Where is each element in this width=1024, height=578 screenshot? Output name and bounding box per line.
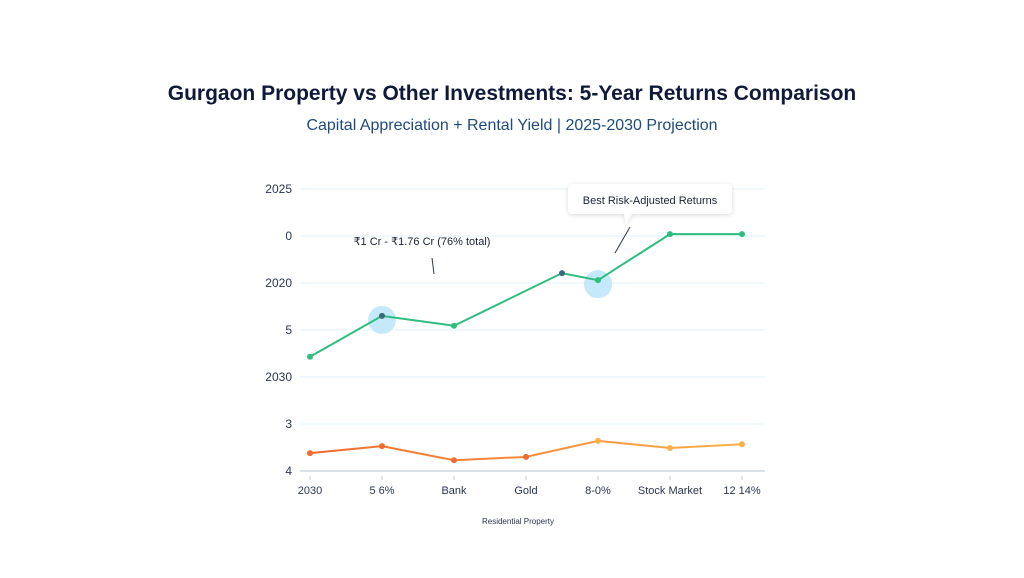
y-tick-label: 2020 <box>265 276 292 290</box>
series-line <box>309 233 742 358</box>
x-tick-label: 12 14% <box>723 485 761 497</box>
data-point <box>307 353 313 360</box>
data-point <box>667 231 673 238</box>
callout-text: Best Risk-Adjusted Returns <box>583 195 718 207</box>
chart-subtitle: Capital Appreciation + Rental Yield | 20… <box>306 117 718 134</box>
data-point <box>379 312 385 319</box>
x-tick-label: 8-0% <box>585 485 611 497</box>
x-axis-label: Residential Property <box>482 517 554 526</box>
data-point <box>595 437 601 444</box>
y-tick-label: 5 <box>285 323 292 337</box>
data-point <box>667 444 673 451</box>
x-tick-label: 2030 <box>298 485 322 497</box>
highlight-circle <box>584 270 612 299</box>
data-point <box>307 450 313 457</box>
chart-title: Gurgaon Property vs Other Investments: 5… <box>167 82 857 105</box>
data-point <box>595 277 601 284</box>
data-point <box>451 457 457 464</box>
y-tick-label: 4 <box>285 464 292 478</box>
data-point <box>451 322 457 329</box>
annotation-callout: Best Risk-Adjusted Returns <box>568 184 732 224</box>
x-tick-label: Bank <box>441 485 467 497</box>
x-tick-label: 5 6% <box>369 485 394 497</box>
annotation-pointer <box>431 257 435 275</box>
data-point <box>523 453 529 460</box>
x-tick-label: Stock Market <box>638 485 702 497</box>
data-point <box>559 270 565 277</box>
data-point <box>379 443 385 450</box>
y-tick-label: 2030 <box>265 370 292 384</box>
x-tick-label: Gold <box>514 485 537 497</box>
data-point <box>739 231 745 238</box>
annotation-text: ₹1 Cr - ₹1.76 Cr (76% total) <box>354 236 491 248</box>
data-point <box>739 441 745 448</box>
highlight-circle <box>368 305 396 334</box>
y-tick-label: 3 <box>285 417 292 431</box>
y-tick-label: 0 <box>285 229 292 243</box>
y-tick-label: 2025 <box>265 182 292 196</box>
callout-box <box>568 184 732 224</box>
annotation-pointer <box>614 226 631 254</box>
